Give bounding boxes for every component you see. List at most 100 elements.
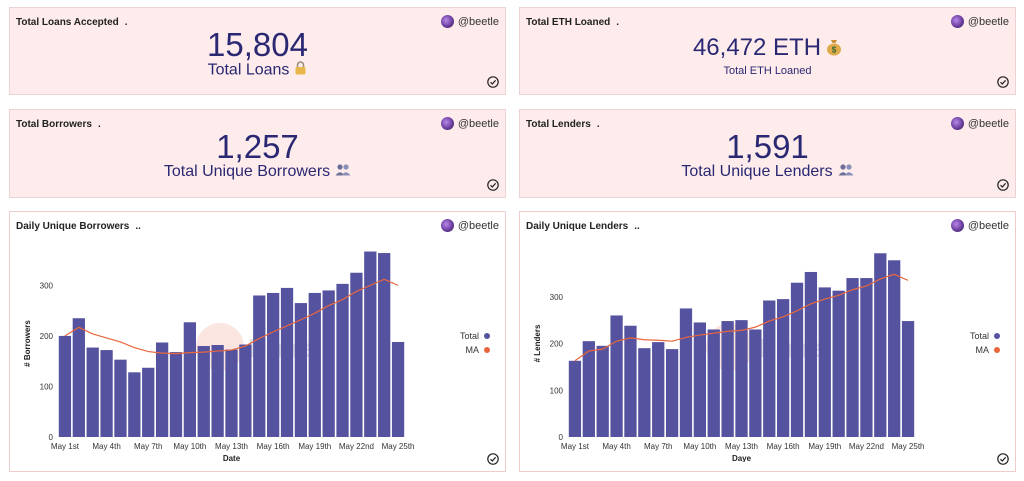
author-link[interactable]: @beetle <box>950 15 1009 28</box>
author-name: @beetle <box>457 117 499 130</box>
chart-legend: Total MA <box>460 331 490 359</box>
y-tick-label: 200 <box>550 340 564 349</box>
counter-value: 1,591 <box>726 128 809 165</box>
bar <box>183 322 196 437</box>
bar <box>638 348 651 437</box>
author-name: @beetle <box>457 15 499 28</box>
x-tick-label: May 19th <box>298 442 331 451</box>
bar <box>294 303 308 437</box>
y-tick-label: 300 <box>550 293 564 302</box>
author-link[interactable]: @beetle <box>440 219 499 232</box>
bar <box>142 367 155 437</box>
author-link[interactable]: @beetle <box>950 117 1009 130</box>
x-tick-label: May 10th <box>173 442 206 451</box>
bar <box>225 349 238 437</box>
bar <box>721 321 734 437</box>
bar <box>364 251 377 437</box>
svg-text:$: $ <box>832 45 837 54</box>
bar <box>707 329 720 437</box>
borrowers-chart-card: Daily Unique Borrowers.. @beetle Dune 0 10… <box>9 211 506 472</box>
legend-item-total[interactable]: Total <box>970 331 1000 341</box>
bar <box>568 360 582 437</box>
author-link[interactable]: @beetle <box>440 117 499 130</box>
bar <box>391 341 405 437</box>
counter-label: Total ETH Loaned <box>723 65 812 77</box>
check-icon <box>487 453 499 465</box>
bar <box>665 349 679 437</box>
counter-label: Total Unique Borrowers <box>10 163 505 181</box>
bar <box>169 352 183 437</box>
card-title: Total Loans Accepted. <box>16 17 128 28</box>
x-tick-label: May 1st <box>561 442 590 451</box>
bar <box>128 372 141 437</box>
author-link[interactable]: @beetle <box>440 15 499 28</box>
chart-title: Daily Unique Lenders.. <box>526 221 640 232</box>
y-tick-label: 0 <box>49 433 54 442</box>
bar <box>253 295 266 437</box>
author-name: @beetle <box>457 219 499 232</box>
legend-item-ma[interactable]: MA <box>460 345 490 355</box>
counter-label: Total Unique Lenders <box>520 163 1015 181</box>
check-icon <box>997 76 1009 88</box>
avatar <box>950 219 964 232</box>
legend-item-ma[interactable]: MA <box>970 345 1000 355</box>
check-icon <box>487 76 499 88</box>
bar <box>86 347 99 437</box>
x-tick-label: May 22nd <box>849 442 884 451</box>
legend-swatch <box>994 347 1000 353</box>
y-tick-label: 0 <box>559 433 564 442</box>
bar <box>790 282 804 437</box>
avatar <box>440 15 454 28</box>
bar <box>763 300 776 437</box>
people-icon <box>838 163 854 181</box>
x-tick-label: May 25th <box>892 442 925 451</box>
counter-value: 46,472 ETH $ <box>520 34 1015 63</box>
bar <box>652 342 665 437</box>
x-tick-label: May 13th <box>215 442 248 451</box>
legend-swatch <box>994 333 1000 339</box>
ma-line <box>64 278 399 355</box>
card-title: Total Lenders. <box>526 119 600 130</box>
y-tick-label: 300 <box>40 281 54 290</box>
bar <box>610 315 623 437</box>
lenders-chart-card: Daily Unique Lenders.. @beetle Dune 0 100 2… <box>519 211 1016 472</box>
x-tick-label: May 16th <box>257 442 290 451</box>
author-name: @beetle <box>967 219 1009 232</box>
y-axis-label: # Lenders <box>533 324 542 362</box>
total-lenders-card: Total Lenders. @beetle 1,591 Total Uniqu… <box>519 109 1016 198</box>
card-title: Total ETH Loaned. <box>526 17 620 28</box>
people-icon <box>335 163 351 181</box>
bar <box>350 272 363 437</box>
bar <box>336 283 349 437</box>
x-tick-label: May 22nd <box>339 442 374 451</box>
bar <box>735 320 748 437</box>
bar <box>378 253 391 437</box>
legend-item-total[interactable]: Total <box>460 331 490 341</box>
avatar <box>950 15 964 28</box>
bar <box>211 345 224 437</box>
x-tick-label: May 19th <box>808 442 841 451</box>
author-link[interactable]: @beetle <box>950 219 1009 232</box>
y-axis-label: # Borrowers <box>23 320 32 367</box>
x-tick-label: May 7th <box>134 442 162 451</box>
bar <box>582 341 595 437</box>
bar <box>267 292 280 437</box>
x-tick-label: May 25th <box>382 442 415 451</box>
check-icon <box>997 453 1009 465</box>
legend-swatch <box>484 347 490 353</box>
counter-value: 1,257 <box>216 128 299 165</box>
total-loans-card: Total Loans Accepted. @beetle 15,804 Tot… <box>9 7 506 95</box>
bar <box>846 278 859 437</box>
bar <box>749 329 762 437</box>
x-tick-label: May 10th <box>683 442 716 451</box>
bar <box>114 359 127 437</box>
check-icon <box>487 179 499 191</box>
bar <box>874 253 887 437</box>
legend-swatch <box>484 333 490 339</box>
chart-title: Daily Unique Borrowers.. <box>16 221 141 232</box>
bar <box>679 308 693 437</box>
bar <box>308 292 321 437</box>
bar <box>804 271 818 437</box>
